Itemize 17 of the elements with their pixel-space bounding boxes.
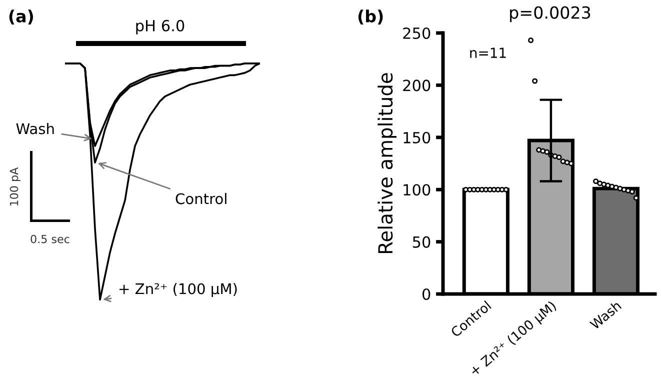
y-tick-label: 250 bbox=[403, 27, 430, 40]
text: 100 pA bbox=[10, 167, 20, 206]
chart-title: (a) bbox=[9, 10, 33, 24]
y-tick-label: 150 bbox=[404, 132, 430, 144]
annotation: n=11 bbox=[470, 48, 506, 58]
text: pH 6.0 bbox=[136, 20, 184, 34]
annotation: 0.5 sec bbox=[30, 234, 70, 244]
text: Wash bbox=[16, 122, 54, 134]
y-tick-label: 0 bbox=[422, 288, 430, 300]
chart-title: (b) bbox=[358, 10, 383, 24]
y-tick-label: 200 bbox=[403, 80, 430, 92]
y-tick-label: 100 bbox=[404, 184, 430, 196]
y-tick-label: 50 bbox=[412, 236, 430, 248]
series-label: + Zn²⁺ (100 μM) bbox=[120, 282, 237, 298]
text: p=0.0023 bbox=[510, 6, 590, 22]
y-axis-title: Relative amplitude bbox=[378, 73, 396, 254]
text: Control bbox=[176, 192, 226, 204]
